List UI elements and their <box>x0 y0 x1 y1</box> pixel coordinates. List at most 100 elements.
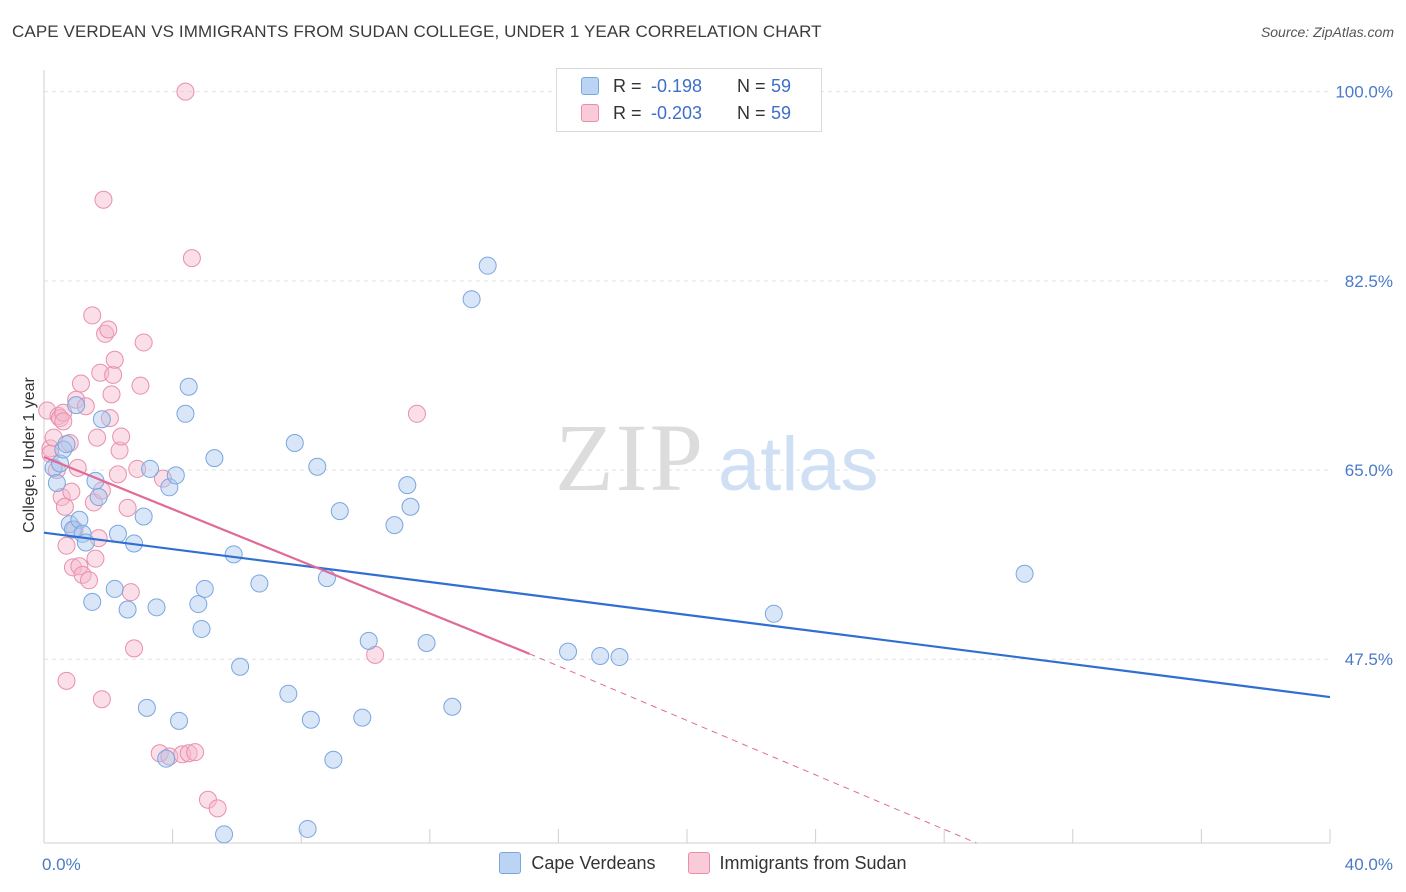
sudan-point <box>83 306 102 325</box>
cape-verdean-point <box>591 646 610 665</box>
sudan-point <box>57 536 76 555</box>
cape-verdean-point <box>157 749 176 768</box>
sudan-point <box>118 498 137 517</box>
cape-verdean-point <box>443 697 462 716</box>
r-label: R = <box>613 102 642 123</box>
sudan-point <box>407 404 426 423</box>
cape-verdean-point <box>308 457 327 476</box>
gridlines <box>44 91 1330 660</box>
cape-verdean-points <box>44 256 1034 844</box>
sudan-point <box>80 571 99 590</box>
sudan-point <box>63 558 82 577</box>
sudan-points <box>38 82 426 818</box>
sudan-point <box>102 385 121 404</box>
cape-verdean-point <box>118 600 137 619</box>
n-label: N = <box>737 75 766 96</box>
watermark: ZIP atlas <box>555 404 879 511</box>
sudan-point <box>105 350 124 369</box>
cape-verdean-point <box>141 459 160 478</box>
cape-verdean-point <box>279 684 298 703</box>
cape-verdean-point <box>359 631 378 650</box>
watermark-atlas: atlas <box>718 422 879 507</box>
legend-swatch-blue <box>581 77 599 95</box>
cape-verdean-point <box>224 545 243 564</box>
cape-verdean-point <box>67 396 86 415</box>
cape-verdean-point <box>54 440 73 459</box>
legend-swatch-pink <box>581 104 599 122</box>
sudan-point <box>94 190 113 209</box>
cape-verdean-point <box>105 579 124 598</box>
sudan-point <box>121 583 140 602</box>
cape-verdean-point <box>60 515 79 534</box>
y-tick-label: 82.5% <box>1345 272 1393 291</box>
cape-verdean-point <box>166 466 185 485</box>
series-legend: Cape Verdeans Immigrants from Sudan <box>0 852 1406 874</box>
cape-verdean-point <box>70 510 89 529</box>
cape-verdean-trend-line <box>43 531 1331 699</box>
y-tick-label: 100.0% <box>1335 83 1393 102</box>
tick-labels: 100.0% 82.5% 65.0% 47.5% 0.0% 40.0% <box>42 83 1393 874</box>
cape-verdean-point <box>147 598 166 617</box>
chart-title: CAPE VERDEAN VS IMMIGRANTS FROM SUDAN CO… <box>12 22 822 41</box>
cape-verdean-point <box>170 711 189 730</box>
correlation-legend: R = -0.198 N = 59 R = -0.203 N = 59 <box>556 68 822 132</box>
cape-verdean-point <box>108 524 127 543</box>
r-value: -0.198 <box>651 75 703 96</box>
cape-verdean-point <box>764 604 783 623</box>
cape-verdean-point <box>195 579 214 598</box>
r-label: R = <box>613 75 642 96</box>
watermark-zip: ZIP <box>555 404 705 511</box>
cape-verdean-point <box>189 595 208 614</box>
y-tick-label: 65.0% <box>1345 461 1393 480</box>
cape-verdean-point <box>63 520 82 539</box>
sudan-trend-extension <box>529 653 977 844</box>
y-axis-label: College, Under 1 year <box>21 377 38 533</box>
r-value: -0.203 <box>651 102 703 123</box>
cape-verdean-point <box>57 435 76 454</box>
sudan-point <box>108 465 127 484</box>
sudan-trend-line <box>43 456 530 655</box>
cape-verdean-point <box>250 574 269 593</box>
cape-verdean-point <box>1015 564 1034 583</box>
cape-verdean-point <box>559 642 578 661</box>
cape-verdean-point <box>192 619 211 638</box>
sudan-point <box>186 743 205 762</box>
legend-swatch-blue <box>499 852 522 874</box>
cape-verdean-point <box>417 633 436 652</box>
sudan-point <box>176 82 195 101</box>
sudan-point <box>112 427 131 446</box>
sudan-point <box>125 639 144 658</box>
cape-verdean-point <box>205 449 224 468</box>
x-tick-label: 0.0% <box>42 855 81 874</box>
cape-verdean-point <box>47 473 66 492</box>
x-tick-label: 40.0% <box>1345 855 1393 874</box>
sudan-point <box>110 441 129 460</box>
cape-verdean-point <box>478 256 497 275</box>
cape-verdean-point <box>179 377 198 396</box>
cape-verdean-point <box>610 648 629 667</box>
cape-verdean-point <box>301 710 320 729</box>
cape-verdean-point <box>330 502 349 521</box>
legend-item-sudan: Immigrants from Sudan <box>687 852 907 874</box>
cape-verdean-point <box>462 290 481 309</box>
n-value: 59 <box>771 75 792 96</box>
sudan-point <box>92 690 111 709</box>
sudan-point <box>88 428 107 447</box>
axes <box>43 70 1331 844</box>
cape-verdean-point <box>285 433 304 452</box>
legend-label-cape-verdeans: Cape Verdeans <box>531 852 656 873</box>
sudan-point <box>182 249 201 268</box>
cape-verdean-point <box>83 592 102 611</box>
cape-verdean-point <box>89 488 108 507</box>
sudan-point <box>208 799 227 818</box>
sudan-point <box>52 488 71 507</box>
cape-verdean-point <box>324 750 343 769</box>
sudan-point <box>51 409 70 428</box>
cape-verdean-point <box>160 478 179 497</box>
sudan-point <box>76 397 95 416</box>
sudan-point <box>104 365 123 384</box>
sudan-point <box>128 459 147 478</box>
cape-verdean-point <box>92 410 111 429</box>
sudan-point <box>67 390 86 409</box>
